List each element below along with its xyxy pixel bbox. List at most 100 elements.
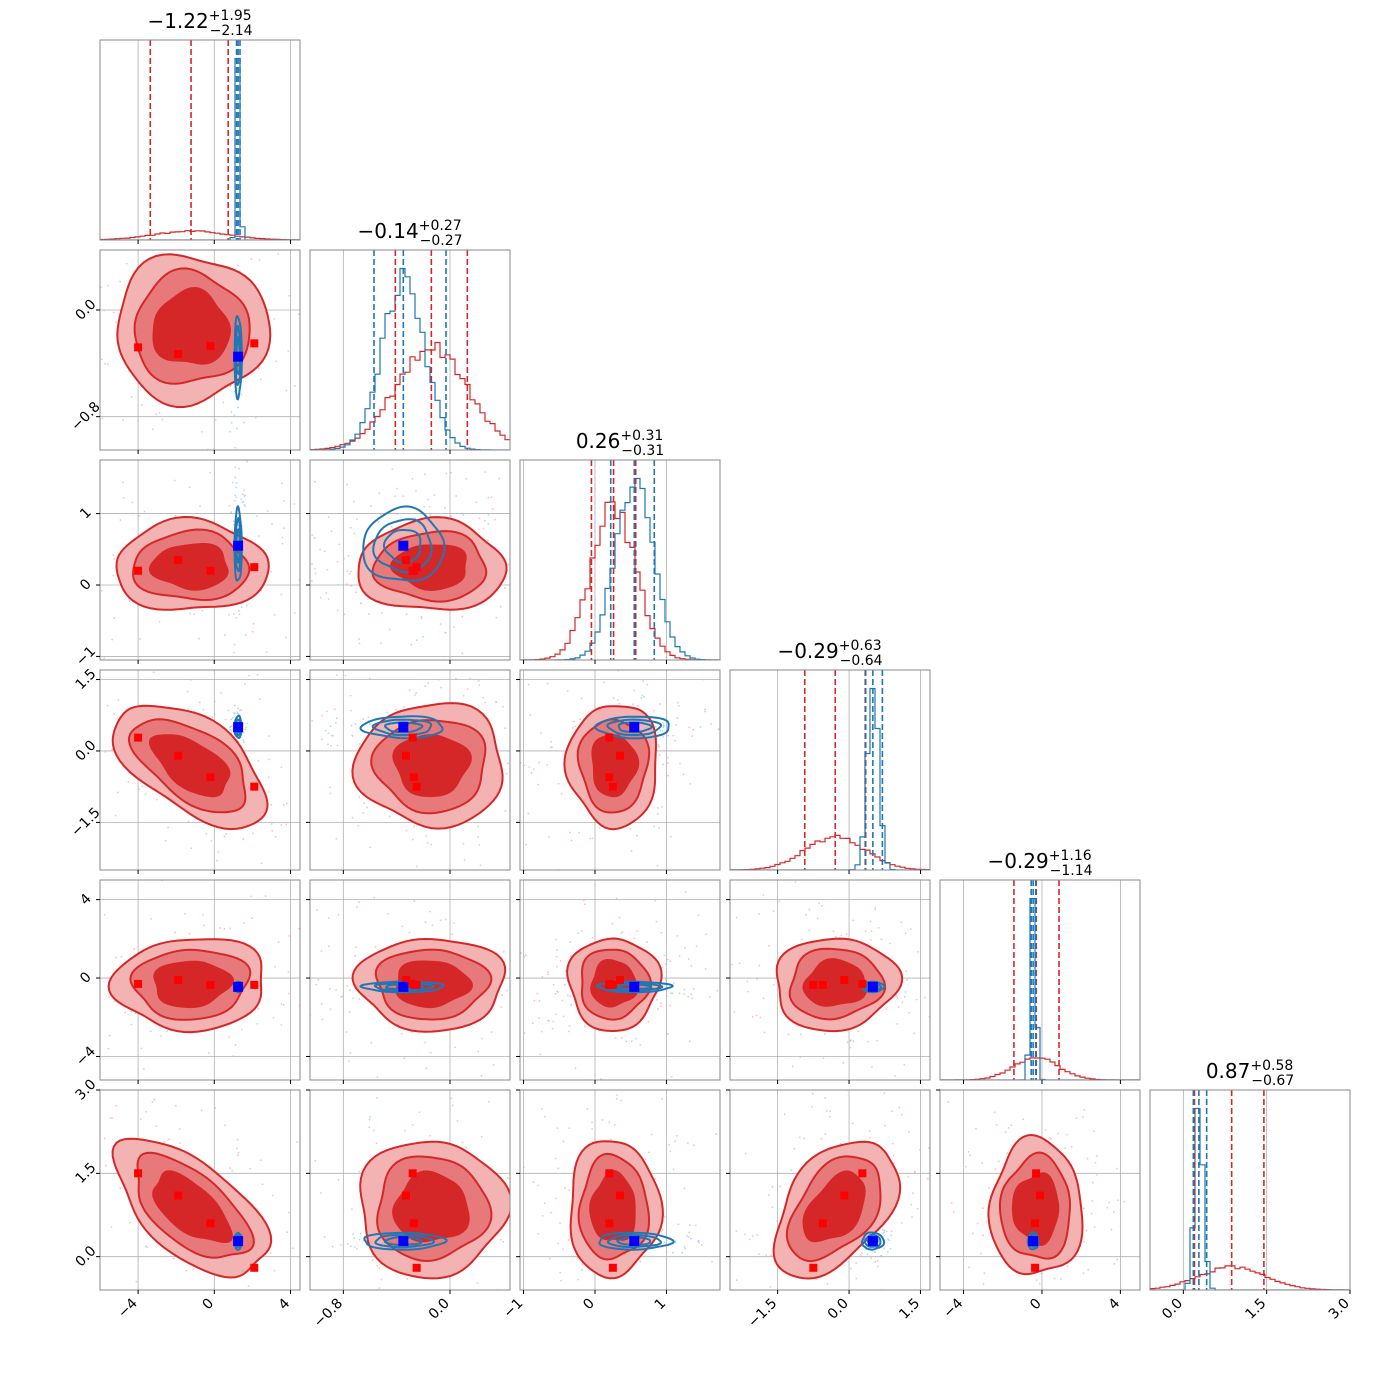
scatter-point-red [740, 1093, 742, 1095]
scatter-point-red [647, 1151, 650, 1154]
scatter-point-blue [237, 406, 239, 409]
scatter-point-red [601, 1119, 604, 1121]
scatter-point-red [475, 1099, 477, 1101]
scatter-point-red [326, 788, 328, 790]
scatter-point-red [758, 964, 761, 967]
scatter-point-red [799, 1056, 802, 1059]
scatter-point-red [673, 1108, 675, 1110]
scatter-point-red [589, 1329, 591, 1331]
scatter-point-blue [242, 731, 245, 734]
scatter-point-blue [241, 243, 243, 245]
contour-red-inner [392, 734, 472, 798]
scatter-point-red [482, 1095, 484, 1097]
scatter-point-red [494, 518, 496, 521]
scatter-point-red [380, 1278, 383, 1281]
scatter-point-red [480, 1135, 483, 1138]
scatter-point-red [547, 1019, 550, 1022]
scatter-point-red [369, 1116, 372, 1118]
scatter-point-red [304, 792, 306, 794]
scatter-point-red [561, 999, 564, 1002]
scatter-point-red [606, 1344, 608, 1346]
scatter-point-red [431, 924, 434, 927]
scatter-point-red [336, 674, 338, 676]
scatter-point-red [338, 543, 341, 546]
scatter-point-red [515, 1186, 517, 1188]
scatter-point-red [532, 768, 535, 771]
scatter-point-red [697, 914, 700, 917]
scatter-point-red [314, 572, 317, 575]
scatter-point-red [141, 785, 144, 788]
scatter-point-blue [450, 515, 453, 518]
scatter-point-blue [331, 1245, 334, 1248]
scatter-point-red [580, 697, 583, 700]
scatter-point-red [734, 1299, 736, 1301]
scatter-point-red [109, 622, 111, 624]
scatter-point-blue [662, 736, 665, 738]
contour-blue-2 [616, 1236, 652, 1246]
scatter-point-red [1, 984, 3, 986]
scatter-point-red [287, 971, 290, 973]
scatter-point-red [274, 965, 276, 968]
scatter-point-blue [880, 1254, 883, 1257]
scatter-point-red [679, 639, 681, 641]
scatter-point-red [559, 1271, 562, 1274]
scatter-point-blue [632, 703, 635, 706]
scatter-point-red [897, 1006, 900, 1009]
scatter-point-red [661, 1097, 664, 1100]
scatter-point-red [311, 719, 314, 722]
scatter-point-blue [675, 723, 678, 726]
scatter-point-red [502, 705, 504, 708]
scatter-point-blue [334, 721, 337, 724]
scatter-point-red [257, 760, 260, 762]
scatter-point-red [972, 1068, 974, 1070]
scatter-point-red [746, 980, 749, 983]
scatter-point-red [693, 1144, 695, 1147]
scatter-point-red [115, 1104, 118, 1107]
scatter-point-red [369, 846, 372, 849]
scatter-point-red [415, 691, 417, 694]
scatter-point-red [410, 643, 413, 646]
scatter-point-red [313, 567, 316, 570]
scatter-point-red [907, 1175, 910, 1178]
x-tick-label: 3.0 [1326, 1296, 1353, 1323]
scatter-point-blue [658, 745, 661, 748]
scatter-point-red [591, 1292, 593, 1294]
scatter-point-red [360, 602, 363, 605]
scatter-point-red [1007, 1126, 1010, 1129]
scatter-point-blue [692, 728, 695, 731]
scatter-point-red [869, 920, 872, 923]
scatter-point-red [776, 1220, 778, 1222]
scatter-point-red [1044, 1128, 1047, 1131]
scatter-point-red [683, 946, 686, 949]
scatter-point-red [306, 830, 308, 832]
scatter-point-red [200, 1109, 203, 1112]
scatter-point-red [672, 982, 675, 984]
scatter-point-red [665, 1251, 668, 1254]
scatter-point-red [511, 528, 513, 530]
scatter-point-blue [883, 1229, 886, 1232]
scatter-point-blue [243, 421, 245, 424]
scatter-point-red [654, 1048, 656, 1050]
scatter-point-red [991, 1342, 993, 1344]
scatter-point-red [79, 1153, 81, 1155]
scatter-point-red [762, 737, 764, 739]
scatter-point-blue [453, 626, 456, 629]
scatter-point-red [584, 903, 586, 906]
scatter-point-red [198, 701, 201, 704]
scatter-point-red [273, 1222, 275, 1224]
scatter-point-red [988, 1187, 990, 1189]
scatter-point-red [1010, 1124, 1013, 1127]
scatter-point-red [547, 602, 549, 604]
marker-blue [1028, 1236, 1039, 1247]
scatter-point-red [849, 1040, 852, 1042]
scatter-point-red [97, 1183, 99, 1185]
scatter-point-red [400, 1032, 403, 1035]
scatter-point-red [916, 1207, 919, 1210]
scatter-point-red [670, 1075, 673, 1078]
scatter-point-red [874, 1260, 877, 1263]
scatter-point-red [371, 1259, 374, 1262]
scatter-point-blue [641, 694, 644, 697]
y-tick-label: 0.0 [72, 737, 99, 764]
scatter-point-red [281, 536, 284, 539]
scatter-point-red [635, 1037, 637, 1040]
